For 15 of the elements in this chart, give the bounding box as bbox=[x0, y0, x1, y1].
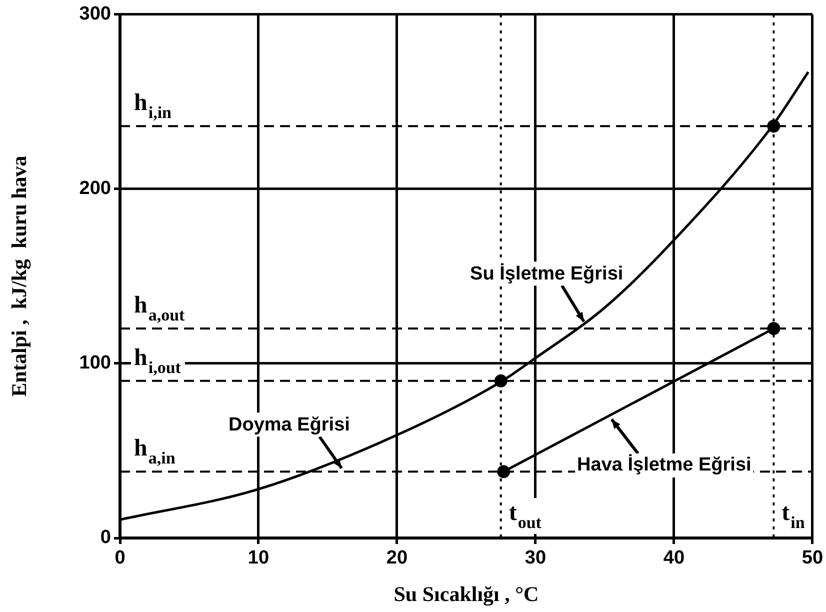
y-tick-label: 100 bbox=[79, 352, 111, 374]
y-tick-label: 300 bbox=[79, 4, 111, 25]
x-tick-label: 0 bbox=[114, 548, 126, 569]
x-axis-title: Su Sıcaklığı , °C bbox=[394, 582, 539, 606]
x-tick-label: 30 bbox=[524, 548, 546, 569]
annotation: Hava İşletme Eğrisi bbox=[577, 453, 752, 476]
y-axis-title: Entalpi , kJ/kg kuru hava bbox=[7, 155, 32, 397]
x-tick-label: 10 bbox=[248, 548, 270, 569]
x-tick-label: 40 bbox=[663, 548, 685, 569]
y-tick-label: 200 bbox=[79, 178, 111, 200]
x-tick-label: 50 bbox=[802, 548, 824, 569]
x-tick-label: 20 bbox=[386, 548, 408, 569]
annotation: Su İşletme Eğrisi bbox=[470, 262, 624, 284]
y-tick-label: 0 bbox=[100, 527, 111, 548]
annotation: Doyma Eğrisi bbox=[228, 414, 350, 436]
